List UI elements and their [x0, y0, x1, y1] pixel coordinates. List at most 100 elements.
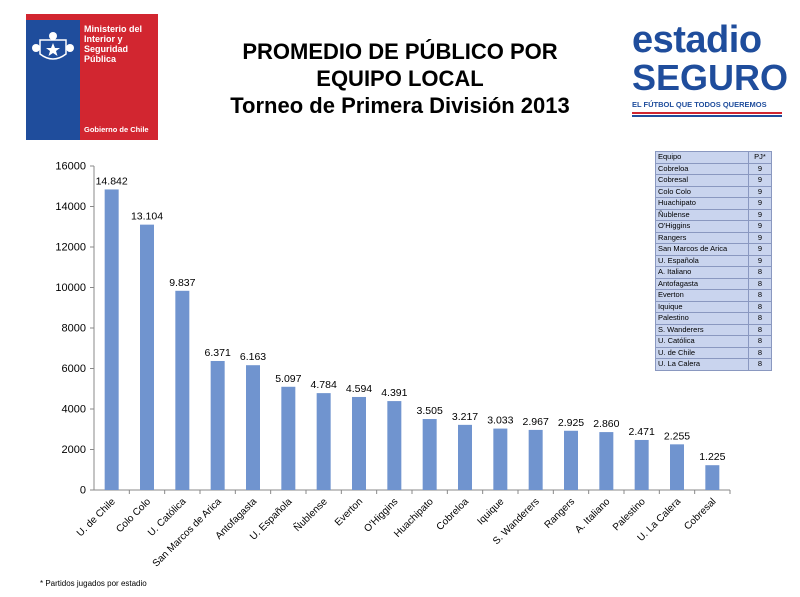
- bar: [104, 189, 119, 490]
- table-row: Everton 8: [655, 289, 772, 302]
- estadio-seguro-logo: estadio SEGURO EL FÚTBOL QUE TODOS QUERE…: [632, 19, 788, 130]
- header-team: Equipo: [655, 151, 749, 164]
- y-tick-label: 10000: [55, 282, 86, 294]
- team-cell: U. de Chile: [655, 346, 749, 359]
- bar: [528, 429, 543, 490]
- team-cell: Palestino: [655, 312, 749, 325]
- bar: [175, 290, 190, 490]
- x-tick-label: Iquique: [475, 496, 506, 527]
- table-row: Ñublense 9: [655, 208, 772, 221]
- table-row: Cobresal 9: [655, 174, 772, 187]
- pj-cell: 8: [748, 335, 772, 348]
- pj-cell: 8: [748, 266, 772, 279]
- table-row: O'Higgins 9: [655, 220, 772, 233]
- table-row: Huachipato 9: [655, 197, 772, 210]
- table-row: Iquique 8: [655, 300, 772, 313]
- chart-title: PROMEDIO DE PÚBLICO POR EQUIPO LOCAL Tor…: [170, 38, 630, 119]
- ministry-name: Ministerio del Interior y Seguridad Públ…: [84, 24, 156, 64]
- header-pj: PJ*: [748, 151, 772, 164]
- data-label: 6.371: [205, 347, 231, 359]
- brand-blue-stripe: [632, 115, 782, 117]
- ministry-name-line: Pública: [84, 54, 117, 64]
- bar: [387, 401, 402, 490]
- x-tick-label: Cobreloa: [435, 496, 472, 533]
- team-cell: A. Italiano: [655, 266, 749, 279]
- table-row: U. La Calera 8: [655, 358, 772, 371]
- bar: [352, 396, 366, 490]
- team-cell: Rangers: [655, 231, 749, 244]
- brand-tagline: EL FÚTBOL QUE TODOS QUEREMOS: [632, 100, 767, 109]
- table-row: S. Wanderers 8: [655, 323, 772, 336]
- data-label: 2.967: [523, 416, 549, 428]
- x-tick-label: Cobresal: [682, 496, 718, 532]
- team-cell: Iquique: [655, 300, 749, 313]
- table-row: Palestino 8: [655, 312, 772, 325]
- x-tick-label: Ñublense: [291, 495, 330, 534]
- data-label: 3.033: [487, 415, 513, 427]
- bar: [316, 393, 331, 490]
- brand-red-stripe: [632, 112, 782, 114]
- pj-cell: 8: [748, 312, 772, 325]
- table-row: Cobreloa 9: [655, 162, 772, 175]
- team-cell: Cobreloa: [655, 162, 749, 175]
- bar: [670, 444, 684, 490]
- government-footer: Gobierno de Chile: [84, 125, 149, 134]
- team-cell: San Marcos de Arica: [655, 243, 749, 256]
- table-row: U. Católica 8: [655, 335, 772, 348]
- table-row: U. Española 9: [655, 254, 772, 267]
- table-row: Antofagasta 8: [655, 277, 772, 290]
- pj-cell: 9: [748, 185, 772, 198]
- data-label: 3.217: [452, 411, 478, 423]
- bar-chart: 0 2000 4000 6000 8000 10000 12000 14000 16000 14.…: [55, 161, 731, 569]
- pj-cell: 8: [748, 346, 772, 359]
- footnote: * Partidos jugados por estadio: [40, 579, 147, 588]
- pj-cell: 9: [748, 208, 772, 221]
- table-row: San Marcos de Arica 9: [655, 243, 772, 256]
- pj-cell: 8: [748, 277, 772, 290]
- x-tick-label: Palestino: [611, 496, 648, 533]
- bar: [140, 224, 154, 491]
- table-row: Rangers 9: [655, 231, 772, 244]
- data-label: 4.594: [346, 383, 372, 395]
- table-row: A. Italiano 8: [655, 266, 772, 279]
- x-tick-label: Everton: [333, 496, 365, 528]
- brand-line-1: estadio: [632, 19, 762, 61]
- team-cell: Antofagasta: [655, 277, 749, 290]
- pj-cell: 9: [748, 254, 772, 267]
- bar: [705, 465, 720, 490]
- y-tick-label: 0: [80, 485, 86, 497]
- pj-cell: 9: [748, 174, 772, 187]
- bar: [599, 432, 614, 490]
- team-cell: Colo Colo: [655, 185, 749, 198]
- title-line: Torneo de Primera División 2013: [230, 93, 570, 118]
- ministry-name-line: Seguridad: [84, 44, 129, 54]
- team-cell: U. La Calera: [655, 358, 749, 371]
- bar: [493, 428, 508, 490]
- data-label: 13.104: [131, 211, 163, 223]
- bar: [458, 424, 472, 490]
- team-cell: U. Española: [655, 254, 749, 267]
- y-tick-label: 14000: [55, 201, 86, 213]
- team-cell: Cobresal: [655, 174, 749, 187]
- pj-cell: 9: [748, 243, 772, 256]
- title-line: EQUIPO LOCAL: [316, 66, 484, 91]
- data-label: 5.097: [275, 373, 301, 385]
- team-cell: Ñublense: [655, 208, 749, 221]
- table-row: U. de Chile 8: [655, 346, 772, 359]
- ministry-name-line: Interior y: [84, 34, 123, 44]
- data-label: 2.255: [664, 430, 690, 442]
- team-cell: Huachipato: [655, 197, 749, 210]
- data-label: 4.391: [381, 387, 407, 399]
- pj-cell: 8: [748, 323, 772, 336]
- x-tick-label: A. Italiano: [573, 496, 613, 536]
- data-label: 2.471: [629, 426, 655, 438]
- data-label: 3.505: [417, 405, 443, 417]
- coat-of-arms-icon: [32, 32, 74, 60]
- pj-cell: 9: [748, 197, 772, 210]
- data-label: 9.837: [169, 277, 195, 289]
- data-label: 1.225: [699, 451, 725, 463]
- team-cell: O'Higgins: [655, 220, 749, 233]
- team-cell: U. Católica: [655, 335, 749, 348]
- pj-cell: 8: [748, 289, 772, 302]
- bar: [564, 430, 578, 490]
